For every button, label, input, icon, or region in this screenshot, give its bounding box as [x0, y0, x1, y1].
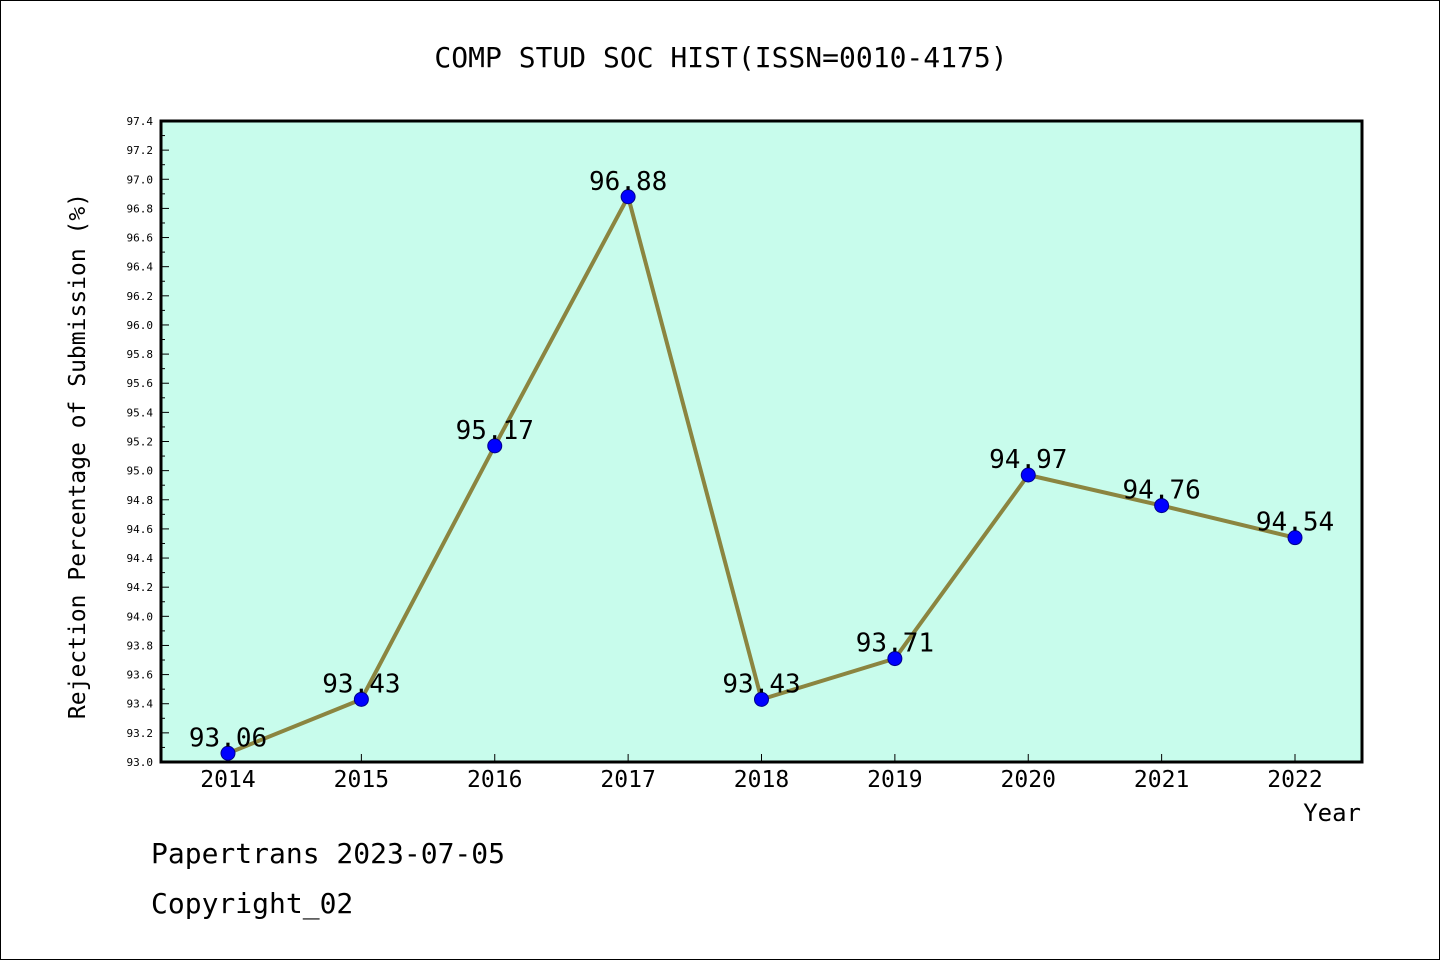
data-label: 94.54 — [1256, 508, 1334, 538]
data-label: 93.71 — [856, 629, 934, 659]
x-tick-label: 2016 — [467, 767, 522, 793]
data-point — [887, 651, 903, 667]
y-tick-label: 94.6 — [127, 523, 154, 536]
y-tick-label: 93.8 — [127, 639, 154, 652]
data-labels: 93.06 93.43 95.17 96.88 93.43 93.71 94.97 94.76… — [189, 167, 1334, 754]
data-point — [1020, 467, 1036, 483]
x-tick-label: 2021 — [1134, 767, 1189, 793]
y-tick-label: 96.6 — [127, 232, 154, 245]
y-tick-label: 95.8 — [127, 348, 154, 361]
y-tick-label: 97.0 — [127, 173, 154, 186]
x-tick-label: 2022 — [1267, 767, 1322, 793]
data-label: 94.97 — [989, 445, 1067, 475]
data-label: 94.76 — [1122, 476, 1200, 506]
y-tick-label: 95.0 — [127, 465, 154, 478]
x-tick-label: 2019 — [867, 767, 922, 793]
y-tick-label: 94.4 — [127, 552, 154, 565]
data-point — [353, 691, 369, 707]
footer-date-text: Papertrans 2023-07-05 — [151, 837, 506, 870]
y-axis: 93.0 93.2 93.4 93.6 93.8 94.0 94.2 94.4 94.6 94.8… — [127, 115, 169, 769]
x-axis-label: Year — [1303, 799, 1361, 827]
x-tick-label: 2015 — [334, 767, 389, 793]
data-label: 93.43 — [722, 669, 800, 699]
x-tick-label: 2018 — [734, 767, 789, 793]
y-tick-label: 94.8 — [127, 494, 154, 507]
data-point — [754, 691, 769, 707]
y-tick-label: 96.8 — [127, 202, 154, 215]
data-point — [1154, 498, 1170, 514]
y-tick-label: 93.2 — [127, 727, 154, 740]
data-series — [220, 189, 1303, 761]
y-tick-label: 94.0 — [127, 610, 154, 623]
data-point — [1287, 530, 1303, 546]
x-tick-label: 2020 — [1001, 767, 1056, 793]
data-point — [487, 438, 503, 454]
data-label: 93.43 — [322, 669, 400, 699]
y-tick-label: 97.2 — [127, 144, 154, 157]
data-label: 96.88 — [589, 167, 667, 197]
x-tick-label: 2014 — [200, 767, 255, 793]
y-tick-label: 95.4 — [127, 406, 154, 419]
x-axis: 2014 2015 2016 2017 2018 2019 2020 2021 2022 — [200, 754, 1323, 793]
x-tick-label: 2017 — [600, 767, 655, 793]
data-label: 93.06 — [189, 723, 267, 753]
data-point — [220, 745, 236, 761]
y-tick-label: 96.0 — [127, 319, 154, 332]
y-tick-label: 97.4 — [127, 115, 154, 128]
y-tick-label: 95.6 — [127, 377, 154, 390]
y-tick-label: 93.4 — [127, 698, 154, 711]
y-tick-label: 93.0 — [127, 756, 154, 769]
footer-copyright-text: Copyright_02 — [151, 887, 354, 920]
data-point — [620, 189, 636, 205]
y-tick-label: 93.6 — [127, 669, 154, 682]
y-tick-label: 95.2 — [127, 436, 154, 449]
y-tick-label: 96.4 — [127, 261, 154, 274]
chart-title: COMP STUD SOC HIST(ISSN=0010-4175) — [434, 41, 1007, 74]
y-axis-label: Rejection Percentage of Submission (%) — [65, 193, 91, 719]
plot-area — [159, 119, 1364, 764]
y-tick-label: 96.2 — [127, 290, 154, 303]
data-label: 95.17 — [456, 416, 534, 446]
y-tick-label: 94.2 — [127, 581, 154, 594]
